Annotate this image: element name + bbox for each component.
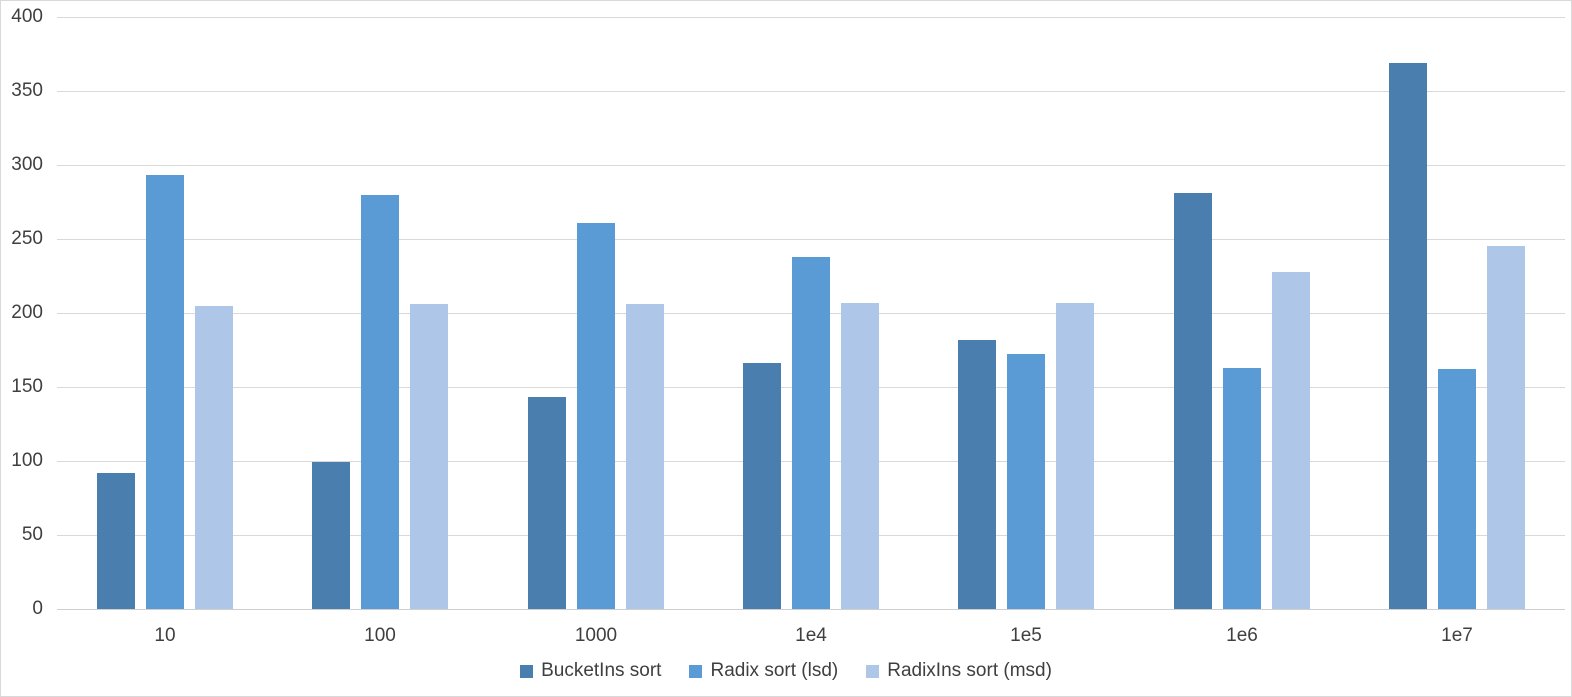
bar-radixins-sort-msd--100	[410, 304, 448, 609]
x-axis-line	[57, 609, 1565, 610]
gridline-300	[57, 165, 1565, 166]
x-tick-label-1e6: 1e6	[1226, 625, 1258, 646]
x-tick-label-1e7: 1e7	[1441, 625, 1473, 646]
legend-label: BucketIns sort	[541, 660, 662, 681]
y-tick-label-150: 150	[11, 376, 43, 397]
bar-radix-sort-lsd--10	[146, 175, 184, 609]
legend-label: RadixIns sort (msd)	[887, 660, 1052, 681]
bar-radixins-sort-msd--10	[195, 306, 233, 609]
y-tick-label-0: 0	[32, 598, 43, 619]
bar-radixins-sort-msd--1e4	[841, 303, 879, 609]
gridline-350	[57, 91, 1565, 92]
legend-item-radix-sort-lsd-: Radix sort (lsd)	[689, 660, 838, 682]
bar-radix-sort-lsd--1e7	[1438, 369, 1476, 609]
y-tick-label-400: 400	[11, 6, 43, 27]
x-tick-label-1e4: 1e4	[795, 625, 827, 646]
bar-radix-sort-lsd--100	[361, 195, 399, 609]
y-tick-label-200: 200	[11, 302, 43, 323]
bar-bucketins-sort-1e6	[1174, 193, 1212, 609]
bar-bucketins-sort-1e4	[743, 363, 781, 609]
legend: BucketIns sort Radix sort (lsd) RadixIns s…	[1, 660, 1571, 682]
legend-swatch-icon	[520, 664, 534, 678]
legend-item-bucketins-sort: BucketIns sort	[520, 660, 661, 682]
bar-bucketins-sort-1e5	[958, 340, 996, 609]
y-tick-label-50: 50	[21, 524, 43, 545]
gridline-250	[57, 239, 1565, 240]
bar-radixins-sort-msd--1e7	[1487, 246, 1525, 609]
x-tick-label-10: 10	[154, 625, 176, 646]
legend-label: Radix sort (lsd)	[710, 660, 839, 681]
gridline-400	[57, 17, 1565, 18]
y-tick-label-350: 350	[11, 80, 43, 101]
legend-swatch-icon	[866, 664, 880, 678]
bar-radixins-sort-msd--1000	[626, 304, 664, 609]
x-tick-label-1000: 1000	[574, 625, 618, 646]
bar-radixins-sort-msd--1e6	[1272, 272, 1310, 609]
bar-bucketins-sort-100	[312, 462, 350, 609]
y-tick-label-300: 300	[11, 154, 43, 175]
bar-radix-sort-lsd--1e4	[792, 257, 830, 609]
y-tick-label-250: 250	[11, 228, 43, 249]
legend-swatch-icon	[689, 664, 703, 678]
x-tick-label-1e5: 1e5	[1010, 625, 1042, 646]
bar-radix-sort-lsd--1e6	[1223, 368, 1261, 609]
x-tick-label-100: 100	[364, 625, 396, 646]
y-tick-label-100: 100	[11, 450, 43, 471]
bar-bucketins-sort-1000	[528, 397, 566, 609]
bar-radixins-sort-msd--1e5	[1056, 303, 1094, 609]
bar-radix-sort-lsd--1e5	[1007, 354, 1045, 609]
bar-bucketins-sort-1e7	[1389, 63, 1427, 609]
bar-radix-sort-lsd--1000	[577, 223, 615, 609]
legend-item-radixins-sort-msd-: RadixIns sort (msd)	[866, 660, 1052, 682]
bar-bucketins-sort-10	[97, 473, 135, 609]
